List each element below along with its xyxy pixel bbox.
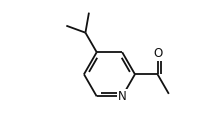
Text: N: N (118, 90, 127, 103)
Text: O: O (153, 47, 162, 60)
